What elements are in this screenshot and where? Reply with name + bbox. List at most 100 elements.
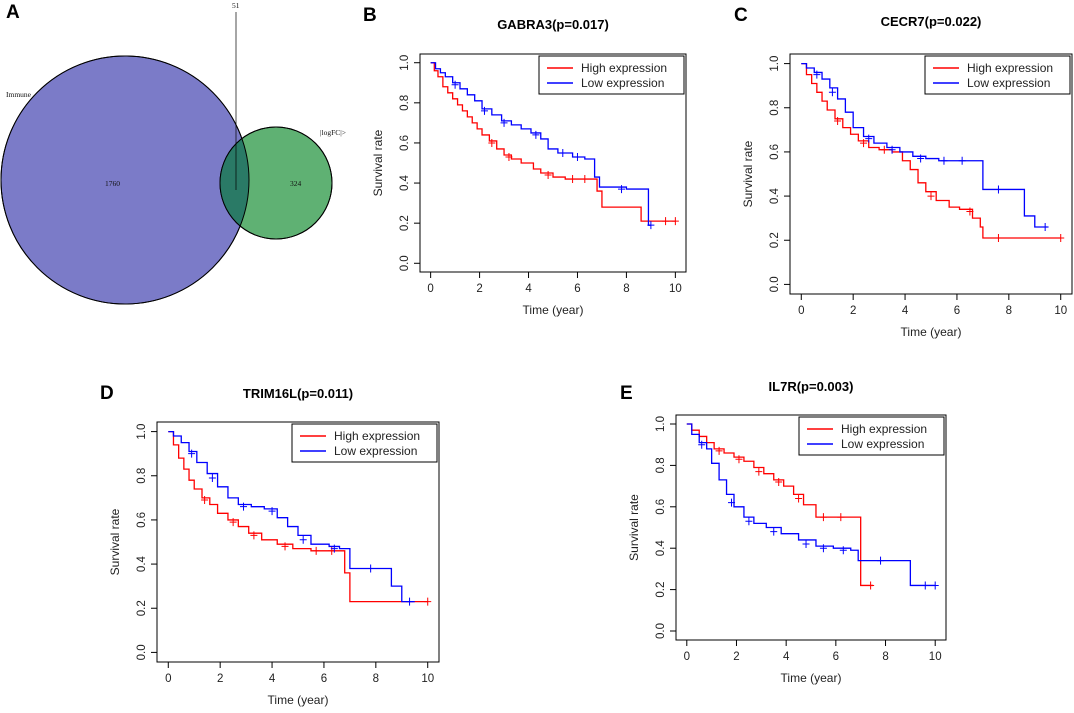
x-tick-label: 6 [833, 651, 839, 663]
x-tick-label: 8 [882, 651, 888, 663]
plot-title: TRIM16L(p=0.011) [243, 386, 353, 401]
censor-mark [406, 597, 414, 606]
x-tick-label: 4 [783, 651, 790, 663]
x-tick-label: 4 [525, 283, 532, 295]
legend-low-label: Low expression [581, 76, 664, 90]
censor-mark [917, 154, 925, 163]
censor-mark [488, 138, 496, 147]
y-tick-label: 0.2 [769, 232, 781, 248]
censor-mark [931, 581, 939, 590]
censor-mark [559, 148, 567, 157]
legend-box [798, 416, 945, 456]
x-tick-label: 10 [1054, 305, 1067, 317]
x-tick-label: 0 [165, 673, 171, 685]
x-tick-label: 2 [476, 283, 482, 295]
legend-high-label: High expression [841, 422, 927, 436]
y-tick-label: 1.0 [136, 424, 148, 440]
censor-mark [671, 217, 679, 226]
censor-mark [994, 185, 1002, 194]
panel-letter-c: C [734, 5, 748, 26]
x-tick-label: 6 [574, 283, 580, 295]
x-axis-label: Time (year) [901, 325, 962, 339]
censor-mark [958, 156, 966, 165]
x-tick-label: 10 [669, 283, 682, 295]
plot-frame [675, 414, 947, 641]
censor-mark [735, 455, 743, 464]
plot-title: IL7R(p=0.003) [769, 379, 854, 394]
legend-low-label: Low expression [334, 444, 417, 458]
legend-box [538, 55, 685, 95]
km-curve-low-expression [801, 62, 1048, 228]
censor-mark [367, 564, 375, 573]
censor-mark [330, 544, 338, 553]
y-tick-label: 0.0 [769, 276, 781, 292]
x-axis-label: Time (year) [523, 303, 584, 317]
censor-mark [647, 221, 655, 230]
x-tick-label: 8 [623, 283, 629, 295]
censor-mark [860, 139, 868, 148]
censor-mark [532, 130, 540, 139]
x-tick-label: 10 [929, 651, 942, 663]
venn-count-immune: 1760 [105, 179, 120, 188]
legend-high-label: High expression [967, 61, 1053, 75]
y-axis-label: Survival rate [371, 129, 385, 196]
censor-mark [828, 88, 836, 97]
legend-high-label: High expression [334, 429, 420, 443]
x-tick-label: 6 [321, 673, 327, 685]
censor-mark [698, 440, 706, 449]
censor-mark [424, 597, 432, 606]
y-tick-label: 0.4 [769, 187, 781, 204]
censor-mark [1057, 234, 1065, 243]
y-tick-label: 1.0 [399, 55, 411, 71]
censor-mark [728, 498, 736, 507]
x-tick-label: 6 [954, 305, 960, 317]
censor-mark [500, 118, 508, 127]
y-tick-label: 0.0 [655, 623, 667, 639]
censor-mark [819, 513, 827, 522]
censor-mark [569, 175, 577, 184]
y-tick-label: 0.4 [655, 540, 667, 557]
censor-mark [299, 535, 307, 544]
plot-frame [789, 53, 1073, 295]
censor-mark [940, 156, 948, 165]
panel-letter-e: E [620, 383, 633, 404]
legend-box [924, 55, 1071, 95]
censor-mark [865, 134, 873, 143]
y-tick-label: 0.4 [136, 555, 148, 572]
y-axis-label: Survival rate [627, 494, 641, 561]
censor-mark [880, 145, 888, 154]
censor-mark [770, 527, 778, 536]
censor-mark [837, 513, 845, 522]
plot-title: CECR7(p=0.022) [881, 14, 982, 29]
x-tick-label: 4 [269, 673, 276, 685]
km-plot-il7r: E IL7R(p=0.003) 0 2 4 6 8 10 0.0 0.2 0.4 0.6 0.8 1.0 T… [620, 379, 947, 685]
censor-mark [715, 446, 723, 455]
venn-circle-immune [0, 55, 250, 305]
censor-mark [188, 449, 196, 458]
censor-mark [240, 502, 248, 511]
y-tick-label: 0.8 [769, 100, 781, 116]
censor-mark [813, 70, 821, 79]
km-curve-low-expression [430, 62, 651, 226]
y-tick-label: 1.0 [655, 416, 667, 432]
y-axis-label: Survival rate [741, 140, 755, 207]
censor-mark [834, 117, 842, 126]
censor-mark [1041, 222, 1049, 231]
censor-mark [927, 192, 935, 201]
venn-label-logfc: |logFC|> [320, 128, 346, 137]
venn-count-logfc: 324 [290, 179, 302, 188]
km-curve-low-expression [686, 423, 936, 587]
censor-mark [312, 546, 320, 555]
censor-mark [877, 556, 885, 565]
x-tick-label: 8 [1006, 305, 1012, 317]
censor-mark [451, 80, 459, 89]
censor-mark [755, 467, 763, 476]
censor-mark [888, 145, 896, 154]
x-tick-label: 0 [427, 283, 433, 295]
y-tick-label: 0.2 [655, 582, 667, 598]
y-tick-label: 0.8 [655, 457, 667, 473]
censor-mark [802, 540, 810, 549]
censor-mark [819, 544, 827, 553]
censor-mark [867, 581, 875, 590]
